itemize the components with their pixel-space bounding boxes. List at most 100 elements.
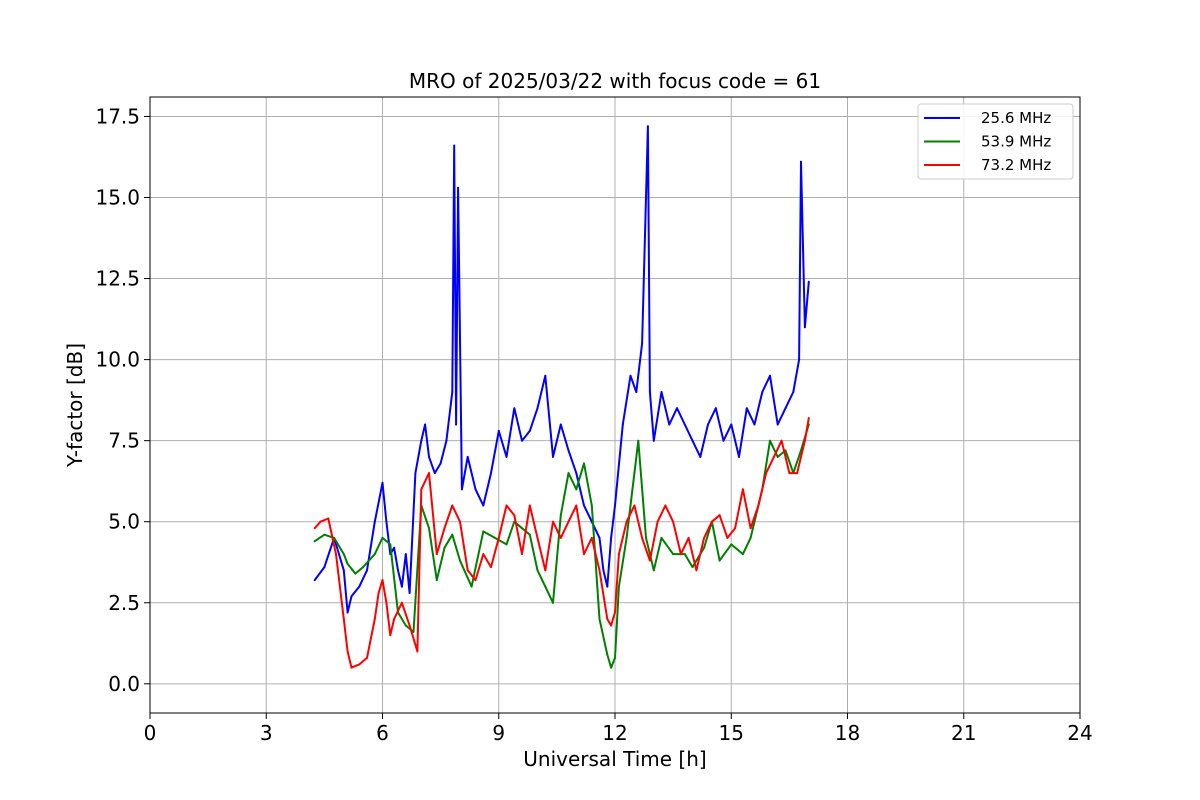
x-tick-label: 0 bbox=[144, 721, 157, 745]
data-point bbox=[490, 566, 492, 569]
data-point bbox=[404, 553, 407, 556]
data-point bbox=[544, 585, 547, 588]
data-point bbox=[583, 553, 585, 556]
data-point bbox=[445, 439, 448, 442]
data-point bbox=[722, 439, 725, 442]
data-point bbox=[397, 569, 399, 572]
data-point bbox=[385, 520, 388, 523]
data-point bbox=[373, 553, 376, 556]
data-point bbox=[707, 423, 709, 426]
data-point bbox=[559, 423, 562, 426]
data-point bbox=[676, 407, 678, 410]
chart-title: MRO of 2025/03/22 with focus code = 61 bbox=[409, 69, 821, 93]
data-point bbox=[757, 504, 760, 507]
data-point bbox=[358, 585, 361, 588]
data-point bbox=[606, 618, 609, 620]
x-tick-label: 12 bbox=[602, 721, 627, 745]
data-point bbox=[641, 342, 644, 345]
data-point bbox=[738, 455, 740, 458]
data-point bbox=[641, 536, 644, 539]
data-point bbox=[602, 569, 605, 572]
data-point bbox=[567, 520, 570, 523]
data-point bbox=[528, 533, 531, 536]
data-point bbox=[741, 553, 744, 556]
data-point bbox=[656, 520, 659, 523]
data-point bbox=[381, 579, 384, 582]
data-point bbox=[528, 504, 531, 507]
data-point bbox=[366, 569, 368, 572]
data-point bbox=[652, 439, 655, 442]
data-point bbox=[629, 374, 632, 377]
data-point bbox=[710, 520, 713, 523]
legend-label: 53.9 MHz bbox=[981, 133, 1051, 151]
x-axis-ticks: 0 3 6 9 12 15 18 21 24 bbox=[144, 713, 1093, 745]
data-point bbox=[749, 527, 752, 530]
data-point bbox=[420, 488, 423, 491]
data-point bbox=[635, 391, 638, 393]
data-point bbox=[544, 374, 547, 377]
data-point bbox=[493, 536, 496, 539]
data-point bbox=[453, 144, 456, 147]
data-point bbox=[342, 553, 345, 556]
data-point bbox=[482, 504, 485, 507]
data-point bbox=[590, 504, 593, 507]
data-point bbox=[552, 520, 554, 523]
data-point bbox=[455, 423, 458, 426]
data-point bbox=[583, 504, 585, 507]
data-point bbox=[505, 504, 508, 507]
data-point bbox=[424, 423, 427, 426]
data-point bbox=[521, 527, 523, 530]
legend-label: 73.2 MHz bbox=[981, 156, 1051, 174]
series-lines bbox=[313, 125, 810, 669]
data-point bbox=[536, 569, 539, 572]
data-point bbox=[610, 624, 613, 627]
data-point bbox=[803, 439, 806, 442]
data-point bbox=[435, 553, 438, 556]
data-point bbox=[521, 439, 523, 442]
data-point bbox=[414, 472, 417, 475]
data-point bbox=[439, 462, 442, 465]
data-point bbox=[497, 536, 500, 539]
data-point bbox=[443, 546, 446, 549]
y-tick-label: 12.5 bbox=[95, 267, 140, 291]
data-point bbox=[385, 601, 388, 604]
y-axis-label: Y-factor [dB] bbox=[63, 343, 87, 468]
series-2 bbox=[313, 417, 810, 669]
data-point bbox=[323, 566, 326, 569]
x-tick-label: 15 bbox=[719, 721, 744, 745]
data-point bbox=[617, 553, 620, 556]
data-point bbox=[590, 536, 593, 539]
data-point bbox=[459, 559, 461, 562]
data-point bbox=[416, 650, 419, 653]
data-point bbox=[528, 429, 531, 432]
data-point bbox=[342, 618, 345, 620]
x-tick-label: 3 bbox=[260, 721, 273, 745]
data-point bbox=[544, 569, 547, 572]
data-point bbox=[633, 504, 636, 507]
data-point bbox=[683, 423, 686, 426]
data-point bbox=[687, 536, 690, 539]
data-point bbox=[412, 630, 415, 633]
data-point bbox=[645, 536, 647, 539]
data-point bbox=[457, 186, 460, 189]
data-point bbox=[408, 624, 411, 627]
data-point bbox=[606, 585, 609, 588]
y-tick-label: 10.0 bbox=[95, 348, 140, 372]
data-point bbox=[726, 536, 729, 539]
data-point bbox=[776, 455, 779, 458]
data-point bbox=[490, 472, 492, 475]
data-point bbox=[443, 527, 446, 530]
y-tick-label: 0.0 bbox=[108, 672, 140, 696]
data-point bbox=[366, 656, 368, 659]
series-line bbox=[313, 125, 810, 614]
data-point bbox=[350, 595, 353, 598]
data-point bbox=[648, 559, 651, 562]
data-point bbox=[460, 488, 463, 491]
data-point bbox=[428, 527, 430, 530]
data-point bbox=[342, 569, 345, 572]
data-point bbox=[400, 601, 403, 604]
data-point bbox=[428, 455, 430, 458]
data-point bbox=[393, 546, 396, 549]
data-point bbox=[373, 520, 376, 523]
